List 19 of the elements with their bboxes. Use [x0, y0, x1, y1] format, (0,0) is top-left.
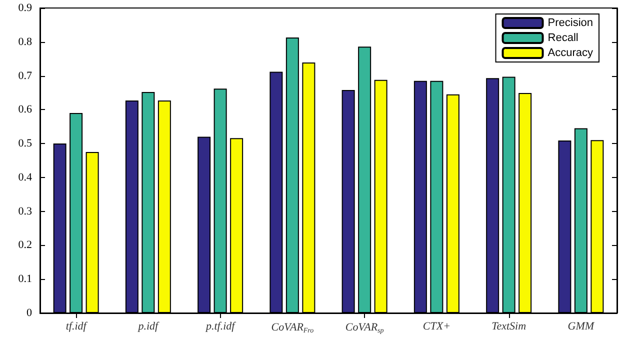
y-tick-label: 0.6: [18, 104, 32, 116]
x-tick-label: tf.idf: [66, 320, 88, 332]
y-tick-label: 0.7: [18, 70, 32, 82]
legend-label: Recall: [548, 32, 578, 44]
y-tick-label: 0.4: [18, 171, 32, 184]
y-tick-label: 0.5: [18, 138, 32, 150]
legend-label: Precision: [548, 17, 594, 29]
x-tick-label: CTX+: [422, 320, 450, 332]
y-tick-label: 0.2: [18, 239, 32, 252]
y-tick-label: 0.9: [18, 2, 32, 14]
x-tick-label: p.idf: [137, 320, 160, 332]
y-tick-label: 0: [26, 307, 32, 319]
y-tick-label: 0.1: [18, 273, 32, 286]
x-tick-label: GMM: [568, 320, 595, 332]
x-tick-label: TextSim: [492, 320, 526, 332]
legend-label: Accuracy: [548, 47, 594, 59]
y-tick-label: 0.8: [18, 36, 32, 48]
x-tick-label: p.tf.idf: [204, 320, 237, 332]
y-tick-label: 0.3: [18, 205, 32, 218]
